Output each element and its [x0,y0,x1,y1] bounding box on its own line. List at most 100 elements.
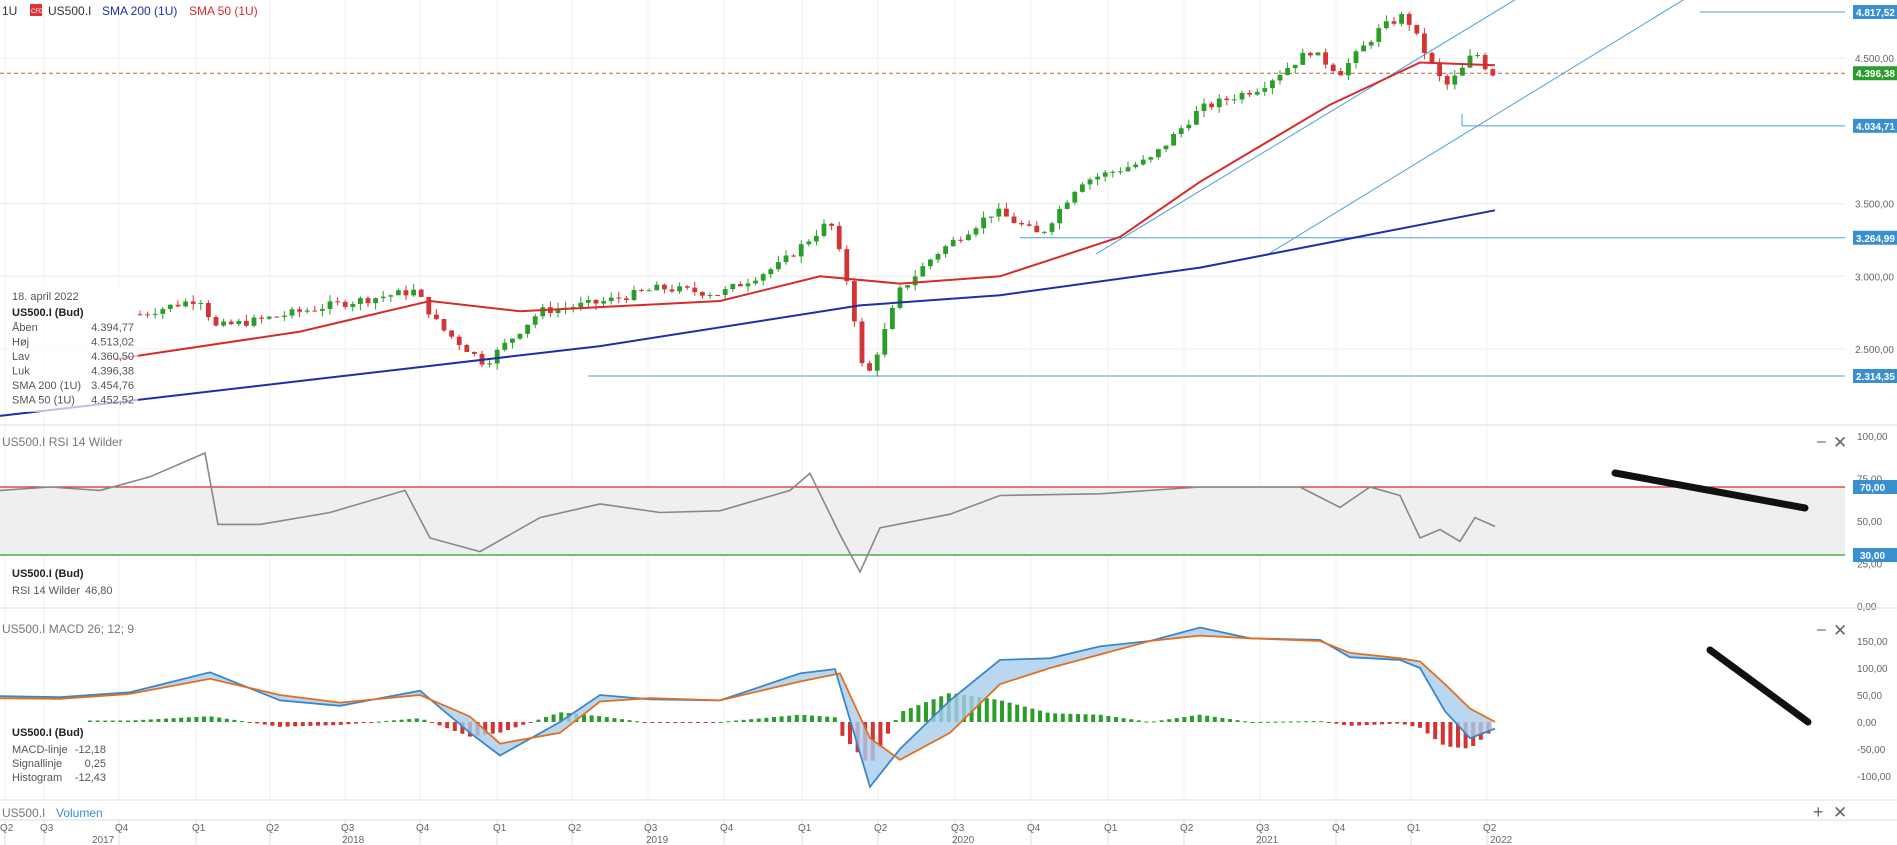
histogram-bar [1167,719,1172,722]
histogram-bar [901,711,906,722]
histogram-bar [711,722,716,723]
candle [1277,74,1283,81]
candle [1315,52,1321,56]
histogram-bar [126,720,130,722]
histogram-bar [1402,722,1407,725]
sma50-legend[interactable]: SMA 50 (1U) [189,4,258,18]
histogram-bar [794,715,799,722]
histogram-bar [1304,721,1308,723]
candle [320,308,325,311]
minimize-icon[interactable]: – [1817,433,1826,450]
year-label: 2020 [952,835,975,845]
cfd-badge-text: CFD [31,9,44,15]
candle [1444,76,1450,85]
histogram-bar [148,719,153,722]
candle [973,228,979,235]
price-axis-label: 2.500,00 [1855,345,1894,356]
volume-label[interactable]: Volumen [56,806,103,820]
macd-row-value: -12,43 [75,772,106,784]
histogram-bar [1083,714,1088,722]
candle [555,308,561,313]
price-tag-label: 4.396,38 [1856,69,1895,80]
histogram-bar [323,722,328,726]
macd-row-value: -12,18 [75,744,106,756]
rsi-trendline[interactable] [1611,469,1809,512]
histogram-bar [1038,710,1042,722]
candle [608,297,614,302]
candle [1422,33,1427,53]
candle [867,363,872,371]
histogram-bar [1068,713,1073,722]
candle [1178,128,1184,134]
histogram-bar [650,722,655,723]
price-tag-label: 2.314,35 [1856,372,1895,383]
candle [1148,157,1154,160]
candle [1118,171,1123,173]
year-label: 2017 [92,835,115,845]
sma200-legend[interactable]: SMA 200 (1U) [102,4,177,18]
histogram-bar [680,722,685,723]
candle [373,298,378,304]
candle [221,321,226,326]
histogram-bar [1349,722,1354,726]
candle [1216,98,1222,108]
close-icon[interactable]: ✕ [1833,433,1847,452]
macd-row-label: Histogram [12,772,62,784]
histogram-bar [217,717,222,722]
macd-trendline[interactable] [1706,646,1812,726]
quarter-label: Q1 [493,823,507,834]
histogram-bar [916,705,921,722]
close-icon[interactable]: ✕ [1833,621,1847,640]
ohlc-row-value: 4.396,38 [91,366,134,378]
minimize-icon[interactable]: – [1817,621,1826,638]
candle [646,290,652,292]
histogram-bar [452,722,457,731]
candle [958,239,964,241]
histogram-bar [1152,721,1156,723]
histogram-bar [369,722,374,723]
histogram-bar [232,719,237,722]
quarter-label: Q4 [115,823,129,834]
histogram-bar [642,722,647,723]
price-axis-label: 3.000,00 [1855,272,1894,283]
horizontal-lines[interactable] [0,11,1845,377]
histogram-bar [1342,722,1346,725]
candle [852,281,857,322]
histogram-bar [1053,713,1058,722]
histogram-bar [741,719,746,722]
close-icon[interactable]: ✕ [1833,803,1847,822]
add-icon[interactable]: + [1813,802,1824,822]
histogram-bar [604,717,609,722]
candle [1232,99,1237,101]
rsi-tag-label: 30,00 [1860,551,1885,562]
histogram-bar [346,722,351,725]
candle [190,301,196,304]
histogram-bar [354,722,358,724]
histogram-bar [779,716,784,722]
histogram-bar [506,722,510,730]
candle [1026,224,1032,226]
interval-label[interactable]: 1U [2,4,17,18]
histogram-bar [209,716,214,722]
histogram-bar [1114,717,1118,722]
histogram-bar [240,721,244,723]
candle [1399,13,1404,24]
histogram-bar [430,722,434,723]
channel-mid-line[interactable] [1269,0,1830,254]
histogram-bar [1440,722,1445,745]
candle [1391,21,1397,24]
candle [1353,51,1359,63]
candle [259,317,264,319]
histogram-bar [1159,720,1164,722]
histogram-bar [1144,721,1149,723]
symbol-label[interactable]: US500.I [48,4,91,18]
histogram-bar [278,722,282,727]
macd-title: US500.I MACD 26; 12; 9 [2,622,134,636]
histogram-bar [658,722,662,723]
histogram-bar [1288,721,1293,723]
candle [677,286,682,292]
histogram-bar [726,721,731,723]
candle [1452,75,1458,85]
candle [380,296,386,299]
